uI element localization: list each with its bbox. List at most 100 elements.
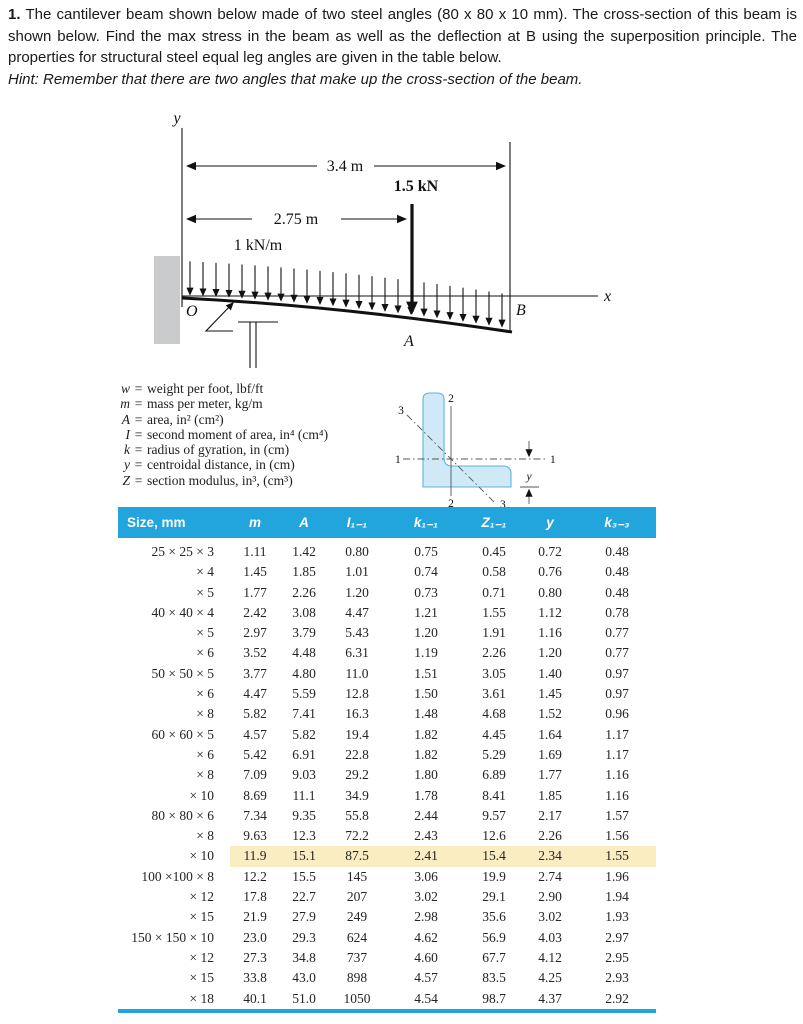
table-cell: 16.3 [345, 706, 369, 722]
table-cell: 4.57 [414, 970, 438, 986]
origin-label: O [186, 303, 198, 320]
legend-equals: = [134, 457, 143, 473]
table-cell: 0.48 [605, 544, 629, 559]
table-row: 150 × 150 × 10 23.0 29.3 624 4.62 56.9 4.03 2.9… [118, 928, 656, 948]
legend-definition: second moment of area, in⁴ (cm⁴) [147, 426, 329, 442]
table-cell: 1.96 [605, 868, 629, 884]
table-cell: 0.72 [538, 544, 562, 559]
table-cell: 1.20 [345, 584, 369, 600]
table-cell: × 12 [189, 889, 215, 905]
table-cell: 0.76 [538, 564, 562, 580]
table-cell: 0.73 [414, 584, 438, 600]
table-cell: 0.77 [605, 645, 629, 661]
legend-item: y = centroidal distance, in (cm) [113, 457, 328, 472]
table-body: 25 × 25 × 3 1.11 1.42 0.80 0.75 0.45 0.72 0.48 ×… [118, 538, 656, 1011]
table-cell: 3.79 [292, 625, 316, 641]
axis-2-top-label: 2 [448, 393, 454, 405]
table-cell: × 8 [196, 828, 214, 844]
table-cell: 7.41 [292, 706, 316, 722]
table-cell: 1.78 [414, 787, 438, 803]
table-cell: 0.78 [605, 604, 629, 620]
legend-symbol: Z [122, 472, 130, 488]
table-cell: 207 [346, 889, 368, 905]
table-cell: 33.8 [243, 970, 267, 986]
table-cell: 1.55 [578, 846, 656, 867]
table-cell: 5.82 [292, 726, 316, 742]
table-cell: 4.45 [482, 726, 506, 742]
table-cell: 0.80 [538, 584, 562, 600]
x-axis-label: x [603, 288, 611, 305]
table-cell: 9.35 [292, 807, 316, 823]
table-cell: × 5 [196, 584, 214, 600]
table-row: × 8 9.63 12.3 72.2 2.43 12.6 2.26 1.56 [118, 826, 656, 846]
table-cell: 0.48 [605, 584, 629, 600]
table-cell: 100 ×100 × 8 [141, 868, 214, 884]
dim-load-label: 2.75 m [274, 211, 319, 228]
column-header: y [522, 507, 578, 538]
table-cell: 43.0 [292, 970, 316, 986]
column-header: k₁₋₁ [386, 507, 466, 538]
table-row: × 12 27.3 34.8 737 4.60 67.7 4.12 2.95 [118, 948, 656, 968]
table-row: × 6 4.47 5.59 12.8 1.50 3.61 1.45 0.97 [118, 684, 656, 704]
table-cell: 1.40 [538, 665, 562, 681]
table-cell: 1.17 [605, 746, 629, 762]
table-cell: 11.1 [292, 787, 316, 803]
table-cell: × 10 [189, 848, 215, 864]
table-cell: 3.77 [243, 665, 267, 681]
table-cell: 22.7 [292, 889, 316, 905]
table-cell: 6.89 [482, 767, 506, 783]
column-header: Z₁₋₁ [466, 507, 522, 538]
legend-item: Z = section modulus, in³, (cm³) [113, 473, 328, 488]
table-cell: 1.93 [605, 909, 629, 925]
table-cell: 7.09 [243, 767, 267, 783]
legend-definition: radius of gyration, in (cm) [147, 442, 290, 458]
table-row: 50 × 50 × 5 3.77 4.80 11.0 1.51 3.05 1.40 0.97 [118, 664, 656, 684]
table-row: × 18 40.1 51.0 1050 4.54 98.7 4.37 2.92 [118, 989, 656, 1011]
table-cell: 4.37 [538, 990, 562, 1006]
table-cell: 17.8 [243, 889, 267, 905]
table-cell: 1.69 [538, 746, 562, 762]
table-cell: 1.77 [243, 584, 267, 600]
legend-item: k = radius of gyration, in (cm) [113, 442, 328, 457]
table-cell: 12.2 [243, 868, 267, 884]
legend-list: w = weight per foot, lbf/ft m = mass per mete… [113, 381, 328, 488]
table-cell: 1.57 [605, 807, 629, 823]
problem-number: 1. [8, 6, 21, 23]
table-row: × 6 3.52 4.48 6.31 1.19 2.26 1.20 0.77 [118, 643, 656, 663]
angle-properties-table: Size, mm m A I₁₋₁ k₁₋₁ Z₁₋₁ y k₃₋₃ 25 × 25 × 3 1… [118, 507, 656, 1013]
column-header: A [280, 507, 328, 538]
table-cell: 4.47 [243, 686, 267, 702]
table-cell: 12.8 [345, 686, 369, 702]
legend-symbol: y [124, 457, 130, 473]
table-cell: 6.31 [345, 645, 369, 661]
legend-symbol: A [121, 411, 130, 427]
table-cell: 15.5 [292, 868, 316, 884]
table-cell: 11.0 [345, 665, 369, 681]
point-b-label: B [516, 302, 526, 319]
legend-definition: area, in² (cm²) [147, 411, 224, 427]
table-cell: 9.63 [243, 828, 267, 844]
table-cell: × 4 [196, 564, 214, 580]
legend-symbol: I [125, 426, 131, 442]
table-cell: 0.71 [482, 584, 506, 600]
table-cell: 1.17 [605, 726, 629, 742]
legend-equals: = [134, 411, 143, 427]
table-cell: 15.4 [466, 846, 522, 867]
table-row: 80 × 80 × 6 7.34 9.35 55.8 2.44 9.57 2.17 1.57 [118, 806, 656, 826]
point-a-label: A [403, 333, 414, 350]
section-callout-arrow [204, 302, 234, 332]
column-header: Size, mm [118, 507, 230, 538]
table-cell: 1.85 [538, 787, 562, 803]
table-cell: 2.26 [482, 645, 506, 661]
legend-symbol: m [120, 396, 130, 412]
table-row: × 6 5.42 6.91 22.8 1.82 5.29 1.69 1.17 [118, 745, 656, 765]
table-cell: 2.97 [243, 625, 267, 641]
table-cell: 12.3 [292, 828, 316, 844]
table-cell: 21.9 [243, 909, 267, 925]
table-cell: 4.60 [414, 949, 438, 965]
table-cell: 15.1 [280, 846, 328, 867]
point-load-label: 1.5 kN [394, 178, 439, 195]
table-cell: 55.8 [345, 807, 369, 823]
table-cell: 4.25 [538, 970, 562, 986]
